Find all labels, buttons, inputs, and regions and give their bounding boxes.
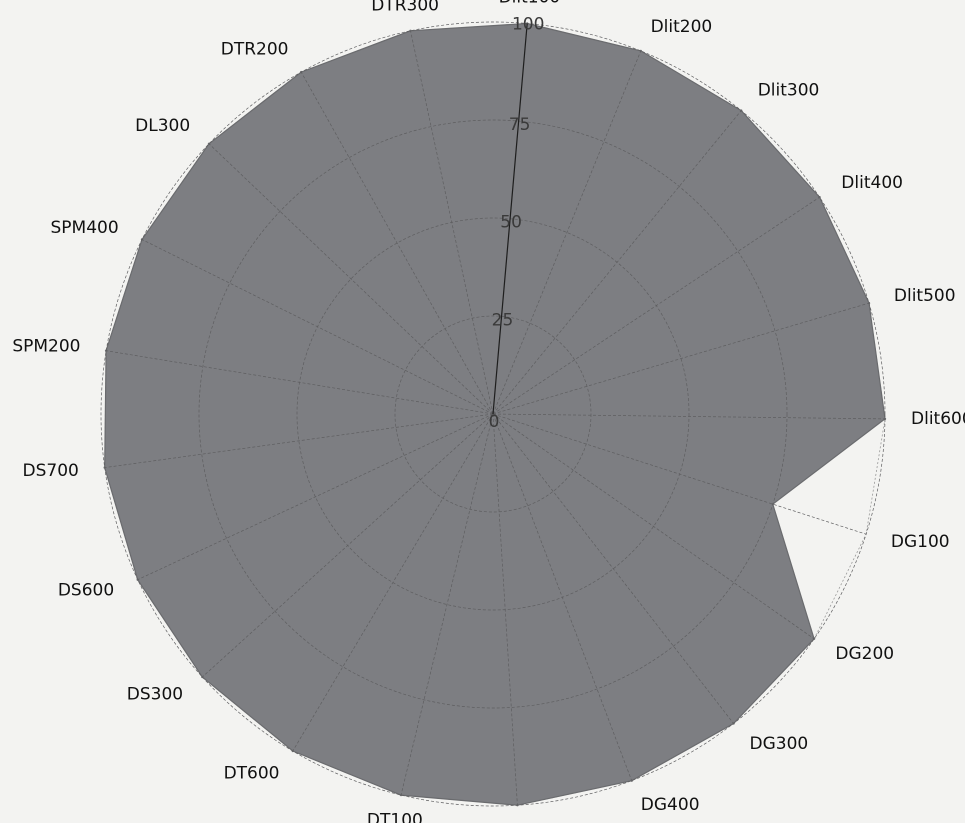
radial-tick-label-50: 50 [500,213,522,233]
category-label-dt600: DT600 [224,763,280,783]
spoke-dg100 [492,413,867,535]
category-label-dlit200: Dlit200 [651,17,713,37]
radial-tick-label-0: 0 [489,412,500,432]
spoke-dg600 [492,413,518,806]
category-label-dlit300: Dlit300 [758,81,820,101]
radial-tick-label-100: 100 [512,15,544,35]
category-label-ds700: DS700 [23,461,79,481]
category-label-dlit100: Dlit100 [499,0,561,8]
category-label-dg400: DG400 [641,795,700,815]
category-label-dlit400: Dlit400 [841,173,903,193]
category-labels-group: Dlit100 Dlit200 Dlit300 Dlit400 Dlit500 Dlit6… [12,0,965,823]
radial-axis-line [492,23,528,415]
spoke-ds600 [137,413,494,581]
spoke-dg300 [492,413,734,724]
category-label-dg200: DG200 [835,644,894,664]
category-label-dg300: DG300 [750,734,809,754]
category-label-dg600: DG600 [490,821,549,823]
spoke-spm400 [141,239,494,415]
grid-ring-25 [394,315,592,513]
category-label-ds600: DS600 [58,581,114,601]
grid-group [100,21,886,807]
spoke-dlit300 [492,110,742,415]
spoke-dlit400 [492,196,820,415]
data-point-spm200 [104,349,108,352]
radial-tick-label-25: 25 [492,310,514,330]
category-label-dg100: DG100 [891,532,950,552]
category-label-dtr300: DTR300 [371,0,439,15]
radial-axis-group: 0 25 50 75 100 [489,15,545,433]
spoke-dl300 [208,143,494,415]
spoke-dlit200 [492,50,642,415]
category-label-dlit500: Dlit500 [894,286,956,306]
data-point-dlit500 [867,301,871,305]
grid-ring-75 [198,119,788,709]
category-label-spm400: SPM400 [51,218,119,238]
spoke-ds700 [104,413,494,468]
spoke-dg200 [492,413,815,640]
spoke-dt600 [292,413,494,752]
category-label-spm200: SPM200 [12,337,80,357]
spoke-ds300 [202,413,494,678]
category-label-dt100: DT100 [367,810,423,823]
spoke-dtr300 [410,30,494,415]
spoke-spm200 [106,350,494,415]
category-label-dtr200: DTR200 [221,39,289,59]
grid-ring-100 [100,21,886,807]
grid-ring-50 [296,217,690,611]
category-label-ds300: DS300 [127,685,183,705]
category-label-dlit600: Dlit600 [911,409,965,429]
radial-tick-label-75: 75 [509,115,531,135]
spoke-dlit500 [492,302,870,415]
spoke-dlit600 [492,413,886,420]
spoke-dt100 [400,413,494,796]
category-label-dl300: DL300 [135,116,190,136]
spoke-dtr200 [300,71,494,415]
spoke-dg400 [492,413,633,781]
